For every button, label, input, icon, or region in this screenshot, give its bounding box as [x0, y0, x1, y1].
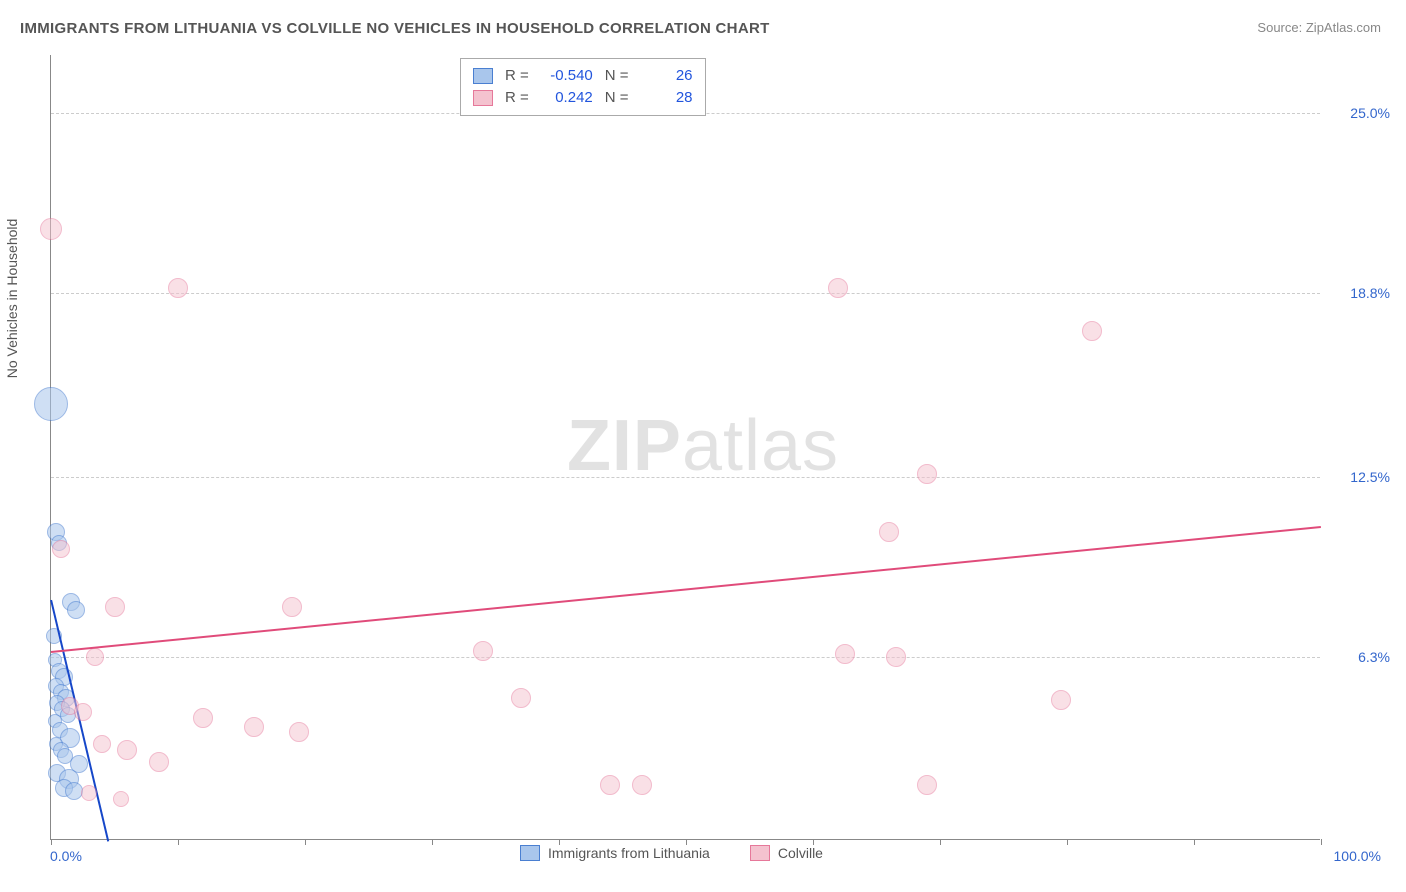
stats-n-value: 26	[641, 65, 693, 87]
scatter-point	[835, 644, 855, 664]
scatter-point	[193, 708, 213, 728]
scatter-point	[828, 278, 848, 298]
scatter-point	[149, 752, 169, 772]
xtick	[1321, 839, 1322, 845]
stats-r-label: R =	[505, 87, 529, 109]
legend-label: Colville	[778, 845, 823, 861]
scatter-point	[81, 785, 97, 801]
scatter-point	[289, 722, 309, 742]
legend-swatch	[750, 845, 770, 861]
grid-line	[51, 477, 1320, 478]
xtick	[432, 839, 433, 845]
stats-swatch	[473, 68, 493, 84]
source-label: Source: ZipAtlas.com	[1257, 20, 1381, 35]
scatter-point	[1051, 690, 1071, 710]
scatter-point	[52, 540, 70, 558]
stats-box: R = -0.540 N = 26 R = 0.242 N = 28	[460, 58, 706, 116]
scatter-point	[600, 775, 620, 795]
scatter-point	[93, 735, 111, 753]
ytick-label: 6.3%	[1330, 649, 1390, 665]
scatter-point	[34, 387, 68, 421]
xtick	[1194, 839, 1195, 845]
scatter-point	[917, 775, 937, 795]
ytick-label: 25.0%	[1330, 105, 1390, 121]
stats-r-label: R =	[505, 65, 529, 87]
stats-row: R = -0.540 N = 26	[473, 65, 693, 87]
grid-line	[51, 293, 1320, 294]
source-name: ZipAtlas.com	[1306, 20, 1381, 35]
xtick	[178, 839, 179, 845]
scatter-point	[74, 703, 92, 721]
legend-swatch	[520, 845, 540, 861]
stats-r-value: 0.242	[541, 87, 593, 109]
ytick-label: 12.5%	[1330, 469, 1390, 485]
scatter-point	[67, 601, 85, 619]
scatter-point	[1082, 321, 1102, 341]
legend-item: Immigrants from Lithuania	[520, 845, 710, 861]
scatter-point	[632, 775, 652, 795]
stats-n-label: N =	[605, 65, 629, 87]
xtick	[305, 839, 306, 845]
scatter-point	[244, 717, 264, 737]
scatter-point	[473, 641, 493, 661]
chart-title: IMMIGRANTS FROM LITHUANIA VS COLVILLE NO…	[20, 20, 770, 37]
grid-line	[51, 657, 1320, 658]
legend-item: Colville	[750, 845, 823, 861]
scatter-point	[86, 648, 104, 666]
scatter-point	[282, 597, 302, 617]
scatter-point	[511, 688, 531, 708]
scatter-point	[113, 791, 129, 807]
scatter-point	[40, 218, 62, 240]
trend-line	[51, 526, 1321, 653]
scatter-point	[886, 647, 906, 667]
plot-area: 6.3%12.5%18.8%25.0%	[50, 55, 1320, 840]
ytick-label: 18.8%	[1330, 285, 1390, 301]
bottom-legend: Immigrants from Lithuania Colville	[520, 845, 823, 861]
scatter-point	[117, 740, 137, 760]
scatter-point	[105, 597, 125, 617]
x-axis-max-label: 100.0%	[1334, 848, 1381, 864]
stats-n-label: N =	[605, 87, 629, 109]
scatter-point	[917, 464, 937, 484]
x-axis-min-label: 0.0%	[50, 848, 82, 864]
legend-label: Immigrants from Lithuania	[548, 845, 710, 861]
stats-row: R = 0.242 N = 28	[473, 87, 693, 109]
scatter-point	[65, 782, 83, 800]
xtick	[1067, 839, 1068, 845]
scatter-point	[168, 278, 188, 298]
xtick	[51, 839, 52, 845]
xtick	[940, 839, 941, 845]
y-axis-label: No Vehicles in Household	[4, 219, 20, 379]
stats-n-value: 28	[641, 87, 693, 109]
scatter-point	[879, 522, 899, 542]
stats-r-value: -0.540	[541, 65, 593, 87]
stats-swatch	[473, 90, 493, 106]
source-prefix: Source:	[1257, 20, 1302, 35]
